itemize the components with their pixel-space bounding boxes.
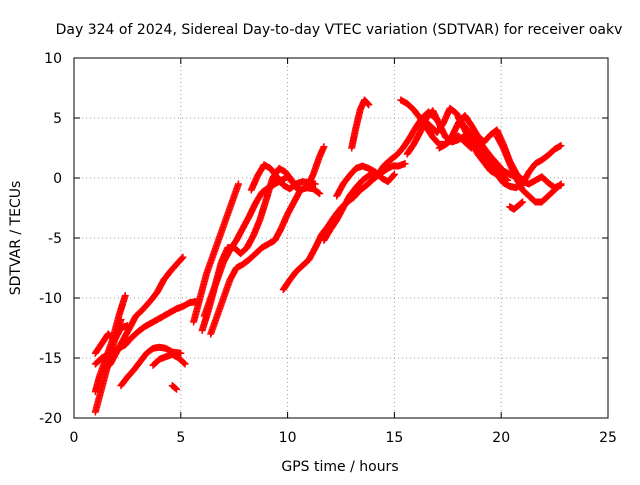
data-point [519, 198, 527, 206]
series-track-11 [207, 184, 324, 338]
series-track-12 [198, 164, 302, 334]
series-track-5 [100, 253, 187, 374]
x-tick-label: 0 [70, 430, 79, 446]
data-point [557, 142, 565, 150]
x-tick-label: 5 [176, 430, 185, 446]
data-point [320, 143, 328, 151]
data-point [389, 171, 397, 179]
data-point [556, 181, 564, 189]
series-track-7 [149, 350, 189, 369]
series-track-8 [168, 382, 181, 393]
data-point [177, 349, 185, 357]
y-tick-label: 5 [53, 111, 62, 127]
grid-lines [74, 58, 608, 418]
data-point [179, 253, 187, 261]
data-points [91, 96, 565, 416]
x-tick-label: 15 [385, 430, 403, 446]
x-axis-title: GPS time / hours [281, 459, 398, 475]
data-point [171, 384, 179, 392]
y-tick-label: 0 [53, 171, 62, 187]
y-tick-label: -15 [39, 351, 62, 367]
data-point [401, 160, 409, 168]
data-point [517, 199, 525, 207]
data-point [234, 180, 242, 188]
series-track-23 [454, 114, 565, 192]
y-tick-label: -10 [39, 291, 62, 307]
data-point [294, 186, 302, 194]
data-point [178, 254, 186, 262]
axis-ticks: 0 5 10 15 20 25 -20 -15 -10 -5 0 5 10 [39, 51, 617, 446]
data-point [557, 180, 565, 188]
series-track-25 [506, 198, 527, 213]
data-point [181, 360, 189, 368]
data-point [173, 385, 181, 393]
y-tick-label: -20 [39, 411, 62, 427]
x-tick-label: 20 [492, 430, 510, 446]
series-track-13 [247, 161, 319, 194]
x-tick-label: 10 [279, 430, 297, 446]
series-track-9 [190, 180, 242, 326]
series-track-24 [493, 132, 565, 206]
data-point [121, 292, 129, 300]
y-tick-label: -5 [48, 231, 62, 247]
data-point [365, 101, 373, 109]
data-point [390, 170, 398, 178]
y-axis-title: SDTVAR / TECUs [8, 181, 24, 296]
data-point [180, 359, 188, 367]
data-point [316, 190, 324, 198]
data-point [364, 100, 372, 108]
series-track-15 [320, 168, 379, 244]
data-point [311, 180, 319, 188]
data-point [315, 189, 323, 197]
series-track-16 [348, 96, 373, 152]
y-tick-label: 10 [44, 51, 62, 67]
chart-title: Day 324 of 2024, Sidereal Day-to-day VTE… [56, 22, 623, 38]
x-tick-label: 25 [599, 430, 617, 446]
